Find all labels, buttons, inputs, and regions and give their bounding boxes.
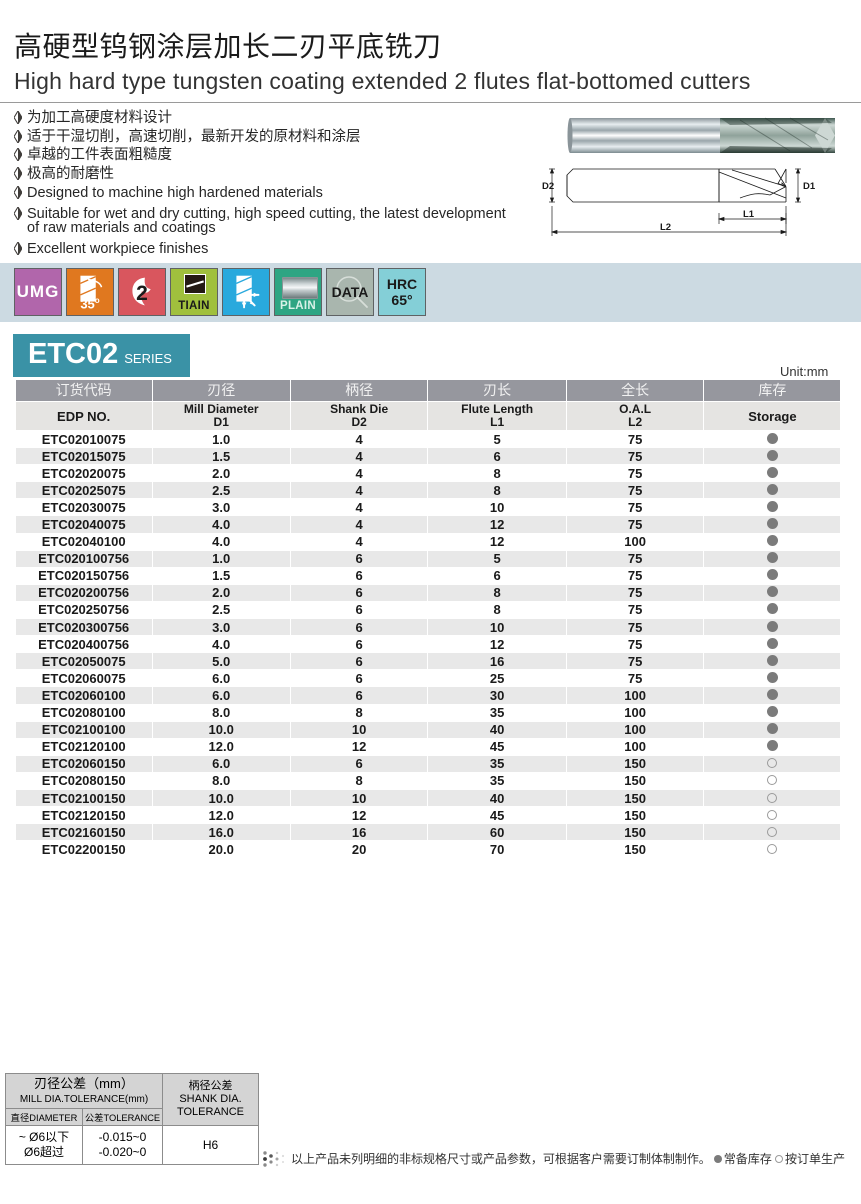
svg-text:L2: L2 bbox=[660, 222, 671, 233]
svg-text:L1: L1 bbox=[743, 209, 755, 220]
